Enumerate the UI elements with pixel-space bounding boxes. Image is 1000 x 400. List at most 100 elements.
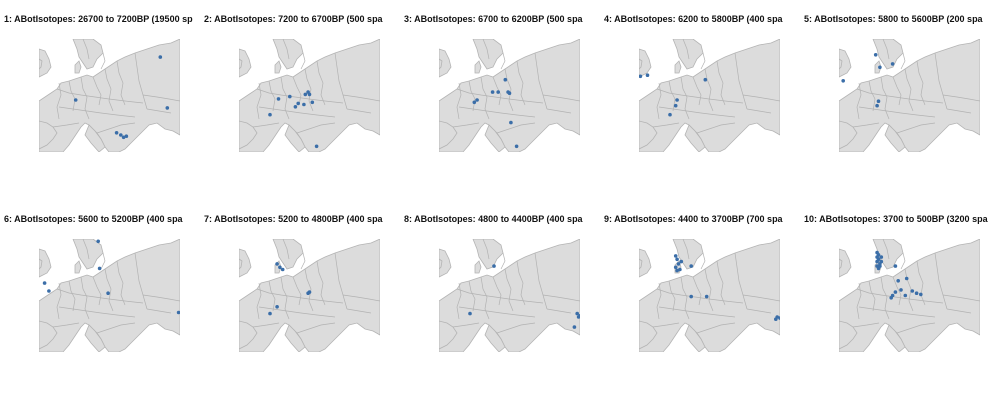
country-border <box>96 122 136 134</box>
country-border <box>134 252 148 310</box>
land-shape <box>484 324 506 352</box>
site-point <box>468 311 472 316</box>
site-point <box>893 290 898 294</box>
country-border <box>652 322 680 328</box>
panel-title: 1: ABotIsotopes: 26700 to 7200BP (19500 … <box>4 14 193 24</box>
panel-title: 8: ABotIsotopes: 4800 to 4400BP (400 spa <box>404 214 583 224</box>
country-border <box>116 60 126 106</box>
country-border <box>346 108 372 114</box>
site-point <box>675 268 679 273</box>
country-border <box>142 94 180 102</box>
country-border <box>534 252 548 310</box>
site-point <box>507 91 512 95</box>
country-border <box>904 268 914 312</box>
site-point <box>492 264 496 268</box>
land-shape <box>884 124 906 152</box>
country-border <box>92 276 102 306</box>
land-shape <box>684 324 706 352</box>
site-point <box>875 103 879 108</box>
country-border <box>680 76 690 120</box>
land-shape <box>239 48 252 78</box>
land-shape <box>39 248 52 278</box>
site-point <box>496 90 500 94</box>
site-point <box>676 262 681 266</box>
country-border <box>656 82 662 120</box>
country-border <box>868 280 876 312</box>
map-panel-8: 8: ABotIsotopes: 4800 to 4400BP (400 spa <box>400 200 600 400</box>
site-point <box>678 267 682 272</box>
land-shape <box>684 124 706 152</box>
map-panel-5: 5: ABotIsotopes: 5800 to 5600BP (200 spa <box>800 0 1000 200</box>
land-shape <box>274 60 282 74</box>
panel-title: 7: ABotIsotopes: 5200 to 4800BP (400 spa <box>204 214 383 224</box>
country-border <box>342 294 380 302</box>
site-point <box>689 264 693 268</box>
country-border <box>700 52 706 70</box>
country-border <box>692 76 702 106</box>
land-shape <box>84 124 106 152</box>
site-point <box>703 77 708 82</box>
country-border <box>458 306 536 318</box>
country-border <box>80 276 90 320</box>
country-border <box>704 268 714 312</box>
site-point <box>910 289 915 293</box>
land-shape <box>74 60 82 74</box>
europe-map <box>639 39 780 152</box>
site-point <box>774 317 778 321</box>
site-point <box>514 144 519 149</box>
map-panel-9: 9: ABotIsotopes: 4400 to 3700BP (700 spa <box>600 200 800 400</box>
country-border <box>258 306 336 318</box>
site-point <box>503 77 508 82</box>
country-border <box>100 252 106 270</box>
country-border <box>334 252 348 310</box>
country-border <box>96 322 136 334</box>
country-border <box>946 308 972 314</box>
country-border <box>296 322 336 334</box>
europe-map <box>839 39 980 152</box>
country-border <box>882 39 890 60</box>
country-border <box>742 294 780 302</box>
panel-title: 6: ABotIsotopes: 5600 to 5200BP (400 spa <box>4 214 183 224</box>
site-point <box>303 92 308 97</box>
country-border <box>452 322 480 328</box>
site-point <box>119 133 123 137</box>
country-border <box>734 52 748 110</box>
country-border <box>104 68 114 112</box>
country-border <box>680 276 690 320</box>
country-border <box>456 82 462 120</box>
country-border <box>456 88 544 104</box>
site-point <box>673 265 678 270</box>
site-point <box>268 112 272 117</box>
site-point <box>645 73 650 77</box>
land-shape <box>39 58 43 70</box>
country-border <box>342 94 380 102</box>
country-border <box>500 252 506 270</box>
country-border <box>480 76 490 120</box>
country-border <box>82 39 90 60</box>
land-shape <box>884 324 906 352</box>
country-border <box>316 260 326 306</box>
country-border <box>900 52 906 70</box>
country-border <box>916 260 926 306</box>
country-border <box>542 294 580 302</box>
land-shape <box>839 48 852 78</box>
country-border <box>656 282 662 320</box>
country-border <box>452 122 480 128</box>
land-shape <box>74 260 82 274</box>
country-border <box>946 108 972 114</box>
land-shape <box>284 124 306 152</box>
country-border <box>292 76 302 106</box>
country-border <box>882 239 890 260</box>
land-shape <box>639 120 658 150</box>
country-border <box>682 39 690 60</box>
country-border <box>268 80 276 112</box>
country-border <box>652 122 680 128</box>
country-border <box>880 276 890 320</box>
country-border <box>256 88 344 104</box>
site-point <box>47 289 51 293</box>
site-point <box>490 90 495 94</box>
country-border <box>904 68 914 112</box>
country-border <box>456 288 544 304</box>
country-border <box>534 52 548 110</box>
country-border <box>82 239 90 260</box>
